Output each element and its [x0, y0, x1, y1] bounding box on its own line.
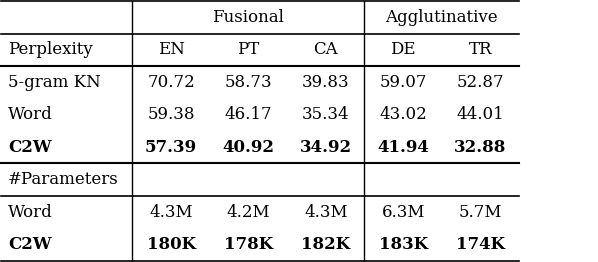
Text: 4.3M: 4.3M	[150, 204, 193, 221]
Text: C2W: C2W	[8, 139, 51, 156]
Text: Word: Word	[8, 204, 53, 221]
Text: 39.83: 39.83	[302, 74, 350, 91]
Text: 183K: 183K	[379, 236, 428, 253]
Text: #Parameters: #Parameters	[8, 171, 118, 188]
Text: 52.87: 52.87	[457, 74, 504, 91]
Text: EN: EN	[158, 41, 184, 58]
Text: 59.07: 59.07	[379, 74, 427, 91]
Text: 43.02: 43.02	[379, 106, 427, 123]
Text: 174K: 174K	[456, 236, 505, 253]
Text: 4.3M: 4.3M	[304, 204, 347, 221]
Text: CA: CA	[313, 41, 338, 58]
Text: DE: DE	[390, 41, 416, 58]
Text: Agglutinative: Agglutinative	[386, 9, 498, 26]
Text: 5.7M: 5.7M	[459, 204, 502, 221]
Text: PT: PT	[237, 41, 260, 58]
Text: 59.38: 59.38	[147, 106, 195, 123]
Text: 35.34: 35.34	[302, 106, 350, 123]
Text: 32.88: 32.88	[454, 139, 507, 156]
Text: 5-gram KN: 5-gram KN	[8, 74, 100, 91]
Text: Word: Word	[8, 106, 53, 123]
Text: 178K: 178K	[224, 236, 273, 253]
Text: 44.01: 44.01	[457, 106, 505, 123]
Text: 182K: 182K	[301, 236, 350, 253]
Text: 180K: 180K	[147, 236, 196, 253]
Text: 58.73: 58.73	[225, 74, 272, 91]
Text: 40.92: 40.92	[222, 139, 274, 156]
Text: 4.2M: 4.2M	[227, 204, 270, 221]
Text: Perplexity: Perplexity	[8, 41, 93, 58]
Text: 6.3M: 6.3M	[382, 204, 425, 221]
Text: 46.17: 46.17	[225, 106, 272, 123]
Text: C2W: C2W	[8, 236, 51, 253]
Text: Fusional: Fusional	[212, 9, 284, 26]
Text: 41.94: 41.94	[377, 139, 429, 156]
Text: 34.92: 34.92	[300, 139, 352, 156]
Text: 57.39: 57.39	[145, 139, 197, 156]
Text: TR: TR	[469, 41, 492, 58]
Text: 70.72: 70.72	[147, 74, 195, 91]
